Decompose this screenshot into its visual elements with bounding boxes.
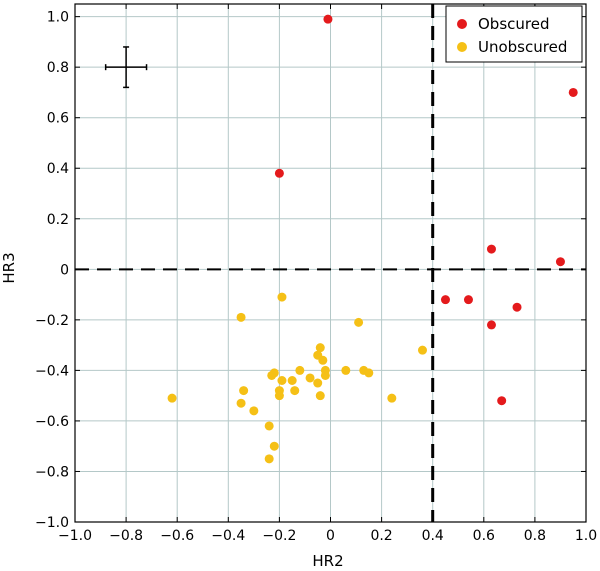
- error-bar: [104, 46, 148, 89]
- data-point-obscured: [568, 87, 578, 97]
- data-points: [167, 14, 578, 464]
- x-tick-label: 0.2: [370, 528, 392, 544]
- data-point-unobscured: [167, 393, 177, 403]
- data-point-unobscured: [264, 454, 274, 464]
- data-point-unobscured: [315, 343, 325, 353]
- y-tick-labels: −1.0 −0.8 −0.6 −0.4 −0.2 0 0.2 0.4 0.6 0.8 1.0: [35, 10, 69, 531]
- data-point-unobscured: [305, 373, 315, 383]
- data-point-unobscured: [287, 375, 297, 385]
- data-point-unobscured: [277, 292, 287, 302]
- y-tick-label: 0.2: [47, 212, 69, 228]
- y-tick-label: 0: [60, 262, 69, 278]
- x-tick-label: −0.4: [211, 528, 245, 544]
- y-tick-label: −1.0: [35, 515, 69, 531]
- y-tick-label: −0.4: [35, 363, 69, 379]
- data-point-obscured: [497, 396, 507, 406]
- legend-marker-unobscured: [457, 42, 467, 52]
- data-point-obscured: [463, 295, 473, 305]
- x-tick-label: −0.6: [160, 528, 194, 544]
- x-axis-title: HR2: [312, 552, 343, 570]
- data-point-unobscured: [269, 368, 279, 378]
- data-point-unobscured: [318, 355, 328, 365]
- x-tick-label: 0: [326, 528, 335, 544]
- data-point-unobscured: [249, 406, 259, 416]
- x-tick-label: 0.4: [422, 528, 444, 544]
- data-point-unobscured: [277, 375, 287, 385]
- data-point-obscured: [486, 320, 496, 330]
- data-point-unobscured: [264, 421, 274, 431]
- data-point-obscured: [323, 14, 333, 24]
- legend-label-unobscured: Unobscured: [478, 38, 567, 56]
- x-tick-label: 1.0: [575, 528, 597, 544]
- data-point-obscured: [274, 168, 284, 178]
- x-tick-label: −1.0: [58, 528, 92, 544]
- data-point-unobscured: [236, 398, 246, 408]
- data-point-unobscured: [313, 378, 323, 388]
- x-tick-label: −0.2: [262, 528, 296, 544]
- x-tick-label: 0.8: [524, 528, 546, 544]
- y-tick-label: 0.6: [47, 111, 69, 127]
- data-point-unobscured: [341, 365, 351, 375]
- legend-marker-obscured: [457, 19, 467, 29]
- data-point-unobscured: [387, 393, 397, 403]
- x-tick-label: −0.8: [109, 528, 143, 544]
- data-point-obscured: [512, 302, 522, 312]
- legend: Obscured Unobscured: [445, 5, 583, 63]
- data-point-obscured: [440, 295, 450, 305]
- reference-lines: [75, 4, 586, 522]
- y-tick-label: −0.2: [35, 313, 69, 329]
- legend-box: [445, 5, 583, 63]
- data-point-unobscured: [354, 317, 364, 327]
- y-tick-label: 0.8: [47, 60, 69, 76]
- data-point-unobscured: [236, 312, 246, 322]
- data-point-obscured: [486, 244, 496, 254]
- legend-label-obscured: Obscured: [478, 15, 549, 33]
- data-point-unobscured: [295, 365, 305, 375]
- data-point-obscured: [555, 257, 565, 267]
- y-tick-label: −0.6: [35, 414, 69, 430]
- y-tick-label: 1.0: [47, 10, 69, 26]
- data-point-unobscured: [274, 391, 284, 401]
- y-tick-label: −0.8: [35, 464, 69, 480]
- grid: [74, 4, 587, 523]
- data-point-unobscured: [269, 441, 279, 451]
- data-point-unobscured: [290, 386, 300, 396]
- data-point-unobscured: [320, 370, 330, 380]
- y-axis-title: HR3: [0, 252, 18, 283]
- x-tick-label: 0.6: [473, 528, 495, 544]
- x-tick-labels: −1.0 −0.8 −0.6 −0.4 −0.2 0 0.2 0.4 0.6 0.8 1.0: [58, 528, 597, 544]
- ticks: [74, 4, 587, 523]
- data-point-unobscured: [315, 391, 325, 401]
- data-point-unobscured: [364, 368, 374, 378]
- data-point-unobscured: [417, 345, 427, 355]
- y-tick-label: 0.4: [47, 161, 69, 177]
- data-point-unobscured: [239, 386, 249, 396]
